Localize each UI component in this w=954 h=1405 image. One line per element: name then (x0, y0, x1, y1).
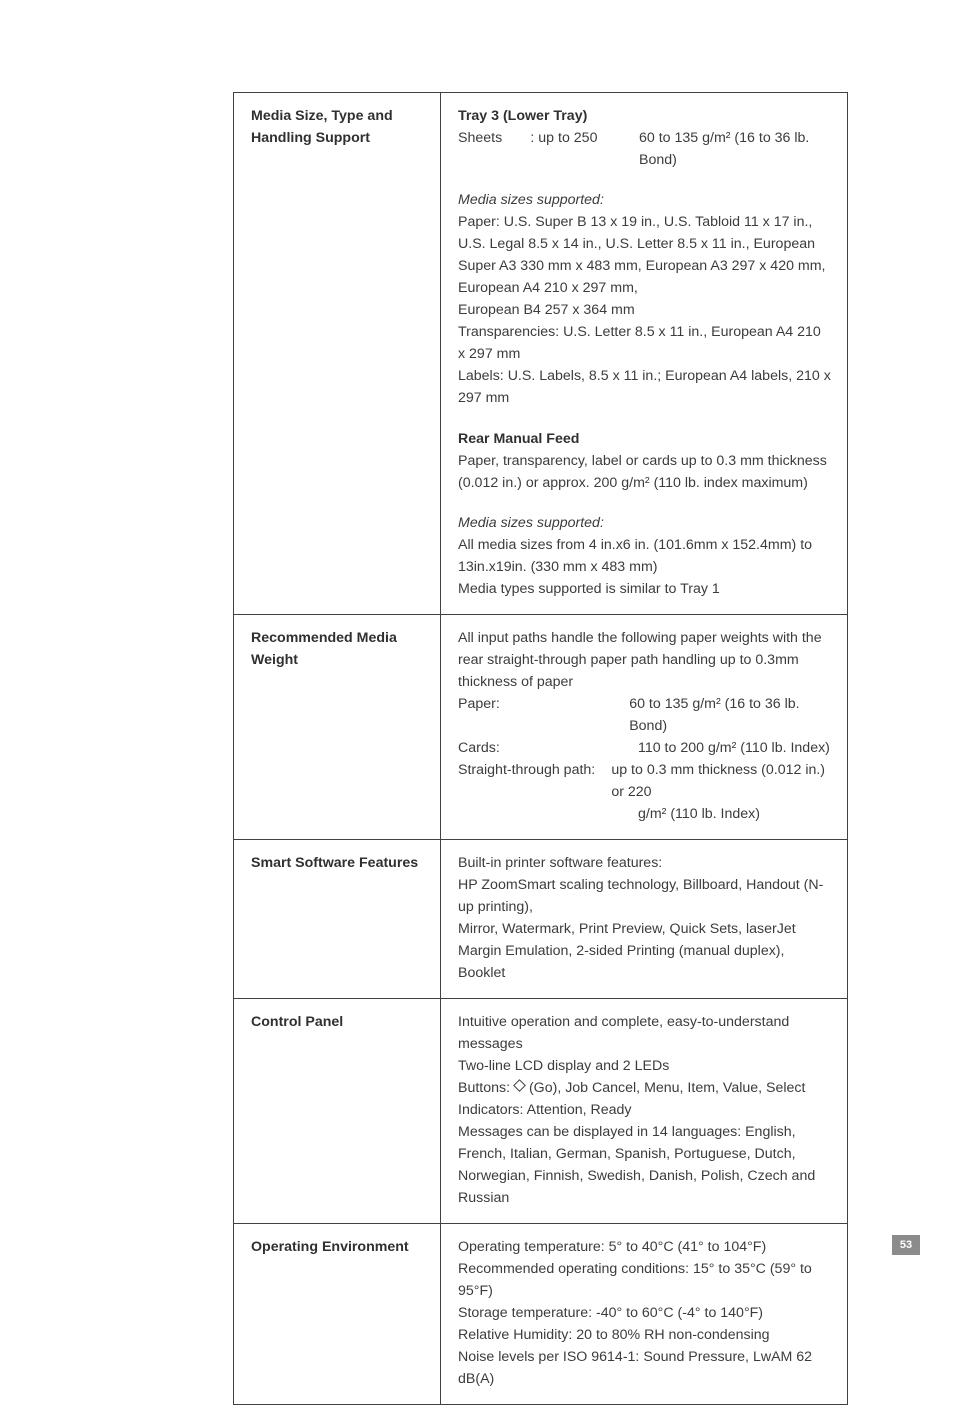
text: 60 to 135 g/m² (16 to 36 lb. Bond) (639, 127, 831, 171)
row-label: Media Size, Type and Handling Support (234, 93, 441, 615)
text: Two-line LCD display and 2 LEDs (458, 1055, 831, 1077)
text: Intuitive operation and complete, easy-t… (458, 1011, 831, 1055)
text: All media sizes from 4 in.x6 in. (101.6m… (458, 534, 831, 578)
table-row: Recommended Media Weight All input paths… (234, 615, 848, 840)
row-value: All input paths handle the following pap… (441, 615, 848, 840)
text: Media types supported is similar to Tray… (458, 578, 831, 600)
table-row: Control Panel Intuitive operation and co… (234, 999, 848, 1224)
text: Mirror, Watermark, Print Preview, Quick … (458, 918, 831, 984)
text: (Go), Job Cancel, Menu, Item, Value, Sel… (525, 1080, 805, 1096)
text: 60 to 135 g/m² (16 to 36 lb. Bond) (629, 693, 831, 737)
text: Cards: (458, 737, 638, 759)
tray3-title: Tray 3 (Lower Tray) (458, 105, 831, 127)
text: g/m² (110 lb. Index) (458, 803, 831, 825)
text: Paper: (458, 693, 629, 737)
text: up to 0.3 mm thickness (0.012 in.) or 22… (611, 759, 831, 803)
text: Built-in printer software features: (458, 852, 831, 874)
rmf-title: Rear Manual Feed (458, 428, 831, 450)
subheading: Media sizes supported: (458, 512, 831, 534)
text: Relative Humidity: 20 to 80% RH non-cond… (458, 1324, 831, 1346)
text: Indicators: Attention, Ready (458, 1099, 831, 1121)
row-label: Smart Software Features (234, 840, 441, 999)
text: Paper, transparency, label or cards up t… (458, 450, 831, 472)
row-value: Intuitive operation and complete, easy-t… (441, 999, 848, 1224)
text: Straight-through path: (458, 759, 611, 803)
row-label: Control Panel (234, 999, 441, 1224)
text: Recommended operating conditions: 15° to… (458, 1258, 831, 1302)
text: Operating temperature: 5° to 40°C (41° t… (458, 1236, 831, 1258)
text: Sheets (458, 127, 530, 171)
text: HP ZoomSmart scaling technology, Billboa… (458, 874, 831, 918)
text: All input paths handle the following pap… (458, 627, 831, 693)
text: : up to 250 (530, 127, 639, 171)
text: Buttons: (458, 1080, 514, 1096)
row-label: Operating Environment (234, 1224, 441, 1405)
page: Media Size, Type and Handling Support Tr… (0, 0, 954, 1321)
line: Paper: 60 to 135 g/m² (16 to 36 lb. Bond… (458, 693, 831, 737)
text: Storage temperature: -40° to 60°C (-4° t… (458, 1302, 831, 1324)
page-number: 53 (892, 1235, 920, 1255)
text: Buttons: (Go), Job Cancel, Menu, Item, V… (458, 1077, 831, 1099)
text: European B4 257 x 364 mm (458, 299, 831, 321)
subheading: Media sizes supported: (458, 189, 831, 211)
row-value: Tray 3 (Lower Tray) Sheets : up to 250 6… (441, 93, 848, 615)
table-row: Media Size, Type and Handling Support Tr… (234, 93, 848, 615)
text: Labels: U.S. Labels, 8.5 x 11 in.; Europ… (458, 365, 831, 409)
line: Cards: 110 to 200 g/m² (110 lb. Index) (458, 737, 831, 759)
text: (0.012 in.) or approx. 200 g/m² (110 lb.… (458, 472, 831, 494)
tray3-line: Sheets : up to 250 60 to 135 g/m² (16 to… (458, 127, 831, 171)
table-row: Smart Software Features Built-in printer… (234, 840, 848, 999)
table-row: Operating Environment Operating temperat… (234, 1224, 848, 1405)
row-value: Operating temperature: 5° to 40°C (41° t… (441, 1224, 848, 1405)
line: Straight-through path: up to 0.3 mm thic… (458, 759, 831, 803)
text: Paper: U.S. Super B 13 x 19 in., U.S. Ta… (458, 211, 831, 299)
go-icon (513, 1079, 526, 1092)
text: Noise levels per ISO 9614-1: Sound Press… (458, 1346, 831, 1390)
text: Transparencies: U.S. Letter 8.5 x 11 in.… (458, 321, 831, 365)
row-label: Recommended Media Weight (234, 615, 441, 840)
spec-table: Media Size, Type and Handling Support Tr… (233, 92, 848, 1405)
row-value: Built-in printer software features: HP Z… (441, 840, 848, 999)
text: Messages can be displayed in 14 language… (458, 1121, 831, 1209)
text: 110 to 200 g/m² (110 lb. Index) (638, 737, 830, 759)
